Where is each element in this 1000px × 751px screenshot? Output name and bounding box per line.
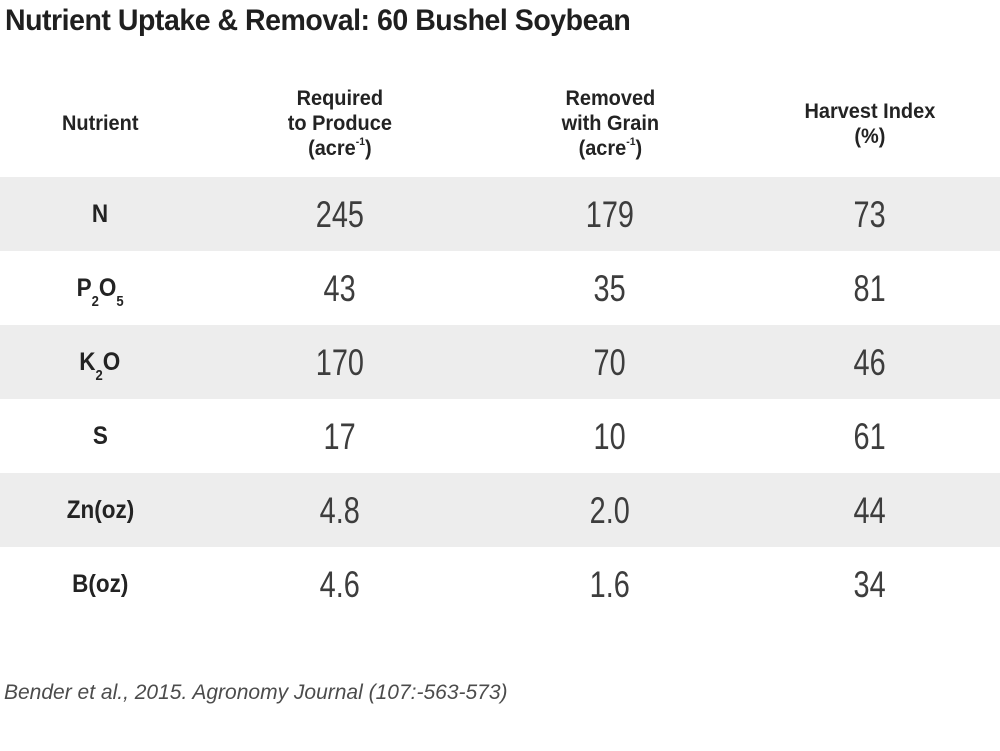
nutrient-cell: B(oz) [0, 569, 200, 598]
required-value-cell: 245 [200, 196, 480, 233]
removed-value-cell: 1.6 [480, 566, 740, 603]
removed-value-cell: 70 [480, 344, 740, 381]
column-header-required-label: Required to Produce (acre-1) [287, 87, 393, 160]
nutrient-label: B(oz) [71, 569, 129, 598]
nutrient-label: K2O [79, 347, 121, 384]
harvest-index-value: 61 [853, 415, 887, 457]
nutrient-cell: P2O5 [0, 273, 200, 310]
column-header-removed-label: Removed with Grain (acre-1) [561, 87, 659, 160]
column-header-required: Required to Produce (acre-1) [200, 86, 480, 161]
required-value: 170 [315, 341, 365, 383]
nutrient-label: S [92, 421, 108, 450]
removed-value-cell: 2.0 [480, 492, 740, 529]
column-header-harvest-index-label: Harvest Index (%) [804, 99, 936, 148]
removed-value: 179 [585, 193, 635, 235]
required-value-cell: 43 [200, 270, 480, 307]
page-title-text: Nutrient Uptake & Removal: 60 Bushel Soy… [5, 4, 631, 37]
harvest-index-value: 73 [853, 193, 887, 235]
removed-value: 10 [593, 415, 627, 457]
page-title: Nutrient Uptake & Removal: 60 Bushel Soy… [5, 4, 663, 38]
removed-value-cell: 10 [480, 418, 740, 455]
required-value: 17 [323, 415, 357, 457]
harvest-index-value: 34 [853, 563, 887, 605]
removed-value-cell: 35 [480, 270, 740, 307]
table-header-row: Nutrient Required to Produce (acre-1) Remo… [0, 70, 1000, 177]
harvest-index-value: 46 [853, 341, 887, 383]
nutrient-table: Nutrient Required to Produce (acre-1) Remo… [0, 70, 1000, 621]
column-header-removed: Removed with Grain (acre-1) [480, 86, 740, 161]
nutrient-cell: S [0, 421, 200, 450]
table-row-b: B(oz) 4.6 1.6 34 [0, 547, 1000, 621]
harvest-index-value: 44 [853, 489, 887, 531]
nutrient-cell: Zn(oz) [0, 495, 200, 524]
required-value-cell: 4.6 [200, 566, 480, 603]
removed-value: 1.6 [589, 563, 631, 605]
column-header-nutrient-label: Nutrient [61, 112, 139, 135]
nutrient-cell: K2O [0, 347, 200, 384]
nutrient-label: Zn(oz) [66, 495, 134, 524]
table-row-p2o5: P2O5 43 35 81 [0, 251, 1000, 325]
nutrient-label: N [91, 199, 109, 228]
table-row-zn: Zn(oz) 4.8 2.0 44 [0, 473, 1000, 547]
harvest-index-cell: 34 [740, 566, 1000, 603]
column-header-harvest-index: Harvest Index (%) [740, 99, 1000, 149]
harvest-index-value: 81 [853, 267, 887, 309]
removed-value: 70 [593, 341, 627, 383]
harvest-index-cell: 61 [740, 418, 1000, 455]
required-value: 4.8 [319, 489, 361, 531]
harvest-index-cell: 46 [740, 344, 1000, 381]
required-value: 4.6 [319, 563, 361, 605]
nutrient-cell: N [0, 199, 200, 228]
harvest-index-cell: 73 [740, 196, 1000, 233]
table-row-n: N 245 179 73 [0, 177, 1000, 251]
harvest-index-cell: 44 [740, 492, 1000, 529]
column-header-nutrient: Nutrient [0, 111, 200, 136]
required-value: 43 [323, 267, 357, 309]
table-row-s: S 17 10 61 [0, 399, 1000, 473]
removed-value-cell: 179 [480, 196, 740, 233]
table-row-k2o: K2O 170 70 46 [0, 325, 1000, 399]
harvest-index-cell: 81 [740, 270, 1000, 307]
nutrient-label: P2O5 [76, 273, 124, 310]
required-value: 245 [315, 193, 365, 235]
required-value-cell: 170 [200, 344, 480, 381]
source-citation: Bender et al., 2015. Agronomy Journal (1… [4, 681, 508, 704]
removed-value: 2.0 [589, 489, 631, 531]
removed-value: 35 [593, 267, 627, 309]
required-value-cell: 17 [200, 418, 480, 455]
required-value-cell: 4.8 [200, 492, 480, 529]
